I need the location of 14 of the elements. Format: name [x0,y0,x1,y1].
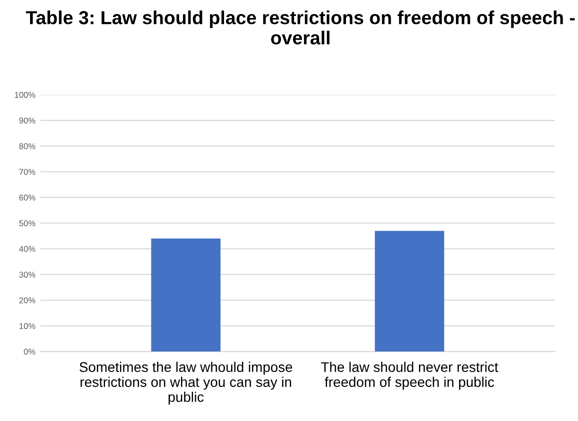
y-tick-label: 30% [19,272,36,278]
chart-title: Table 3: Law should place restrictions on freedom of speech - overall [26,10,575,44]
x-tick-label: The law should never restrict freedom of speech in public [321,362,498,390]
y-tick-label: 40% [19,246,36,252]
y-tick-label: 100% [14,92,36,98]
y-tick-label: 20% [19,297,36,304]
y-tick-label: 50% [19,220,36,226]
y-tick-label: 70% [19,168,36,175]
y-tick-label: 60% [19,194,36,201]
x-tick-label: Sometimes the law whould impose restrictions on what you can say in public [80,362,292,405]
y-tick-label: 10% [20,323,36,329]
y-tick-label: 0% [24,348,36,355]
y-tick-label: 90% [19,118,36,124]
y-tick-label: 80% [19,143,36,150]
